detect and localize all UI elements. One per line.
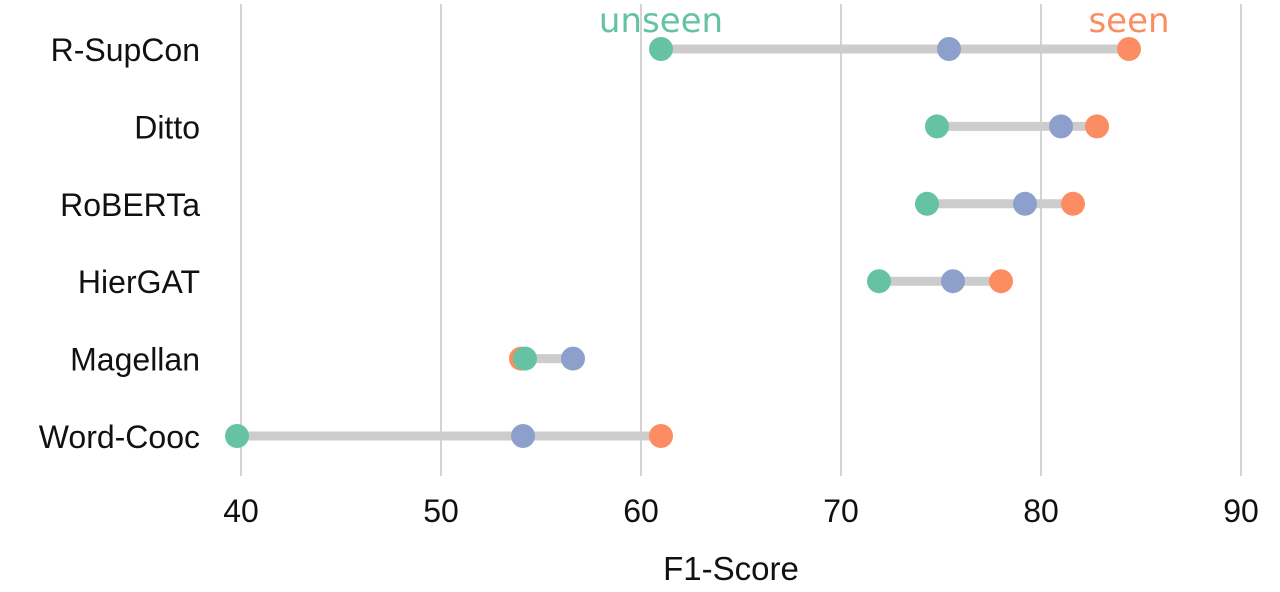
y-label-hiergat: HierGAT bbox=[78, 264, 200, 300]
x-axis-tick-labels: 40 50 60 70 80 90 bbox=[223, 493, 1259, 529]
grid-lines bbox=[240, 4, 1242, 476]
y-axis-labels: R-SupCon Ditto RoBERTa HierGAT Magellan Word-… bbox=[39, 32, 200, 455]
data-points bbox=[225, 37, 1141, 448]
point-seen-r-supcon bbox=[1117, 37, 1141, 61]
point-unseen-magellan bbox=[513, 346, 537, 371]
connector-lines bbox=[237, 44, 1129, 441]
point-unseen-ditto bbox=[925, 114, 949, 139]
point-seen-ditto bbox=[1085, 114, 1109, 139]
point-mixed-ditto bbox=[1049, 114, 1073, 139]
x-tick-label-50: 50 bbox=[423, 493, 459, 529]
x-tick-label-70: 70 bbox=[823, 493, 859, 529]
point-mixed-roberta bbox=[1013, 191, 1037, 216]
point-unseen-r-supcon bbox=[649, 37, 673, 61]
legend-label-seen: seen bbox=[1088, 1, 1169, 41]
point-unseen-roberta bbox=[915, 191, 939, 216]
x-tick-label-90: 90 bbox=[1223, 493, 1259, 529]
y-label-magellan: Magellan bbox=[70, 342, 200, 378]
x-tick-label-40: 40 bbox=[223, 493, 259, 529]
y-label-r-supcon: R-SupCon bbox=[51, 32, 200, 68]
x-axis-title: F1-Score bbox=[663, 550, 799, 587]
point-mixed-r-supcon bbox=[937, 37, 961, 61]
point-mixed-hiergat bbox=[941, 269, 965, 294]
point-unseen-hiergat bbox=[867, 269, 891, 294]
point-seen-word-cooc bbox=[649, 424, 673, 448]
point-seen-roberta bbox=[1061, 191, 1085, 216]
y-label-roberta: RoBERTa bbox=[60, 187, 200, 223]
x-tick-label-60: 60 bbox=[623, 493, 659, 529]
point-mixed-magellan bbox=[561, 346, 585, 371]
legend: unseen seen bbox=[599, 1, 1170, 41]
legend-label-unseen: unseen bbox=[599, 1, 723, 41]
point-mixed-word-cooc bbox=[511, 424, 535, 448]
point-unseen-word-cooc bbox=[225, 424, 249, 448]
y-label-ditto: Ditto bbox=[134, 109, 200, 145]
y-label-word-cooc: Word-Cooc bbox=[39, 419, 200, 455]
x-tick-label-80: 80 bbox=[1023, 493, 1059, 529]
point-seen-hiergat bbox=[989, 269, 1013, 294]
